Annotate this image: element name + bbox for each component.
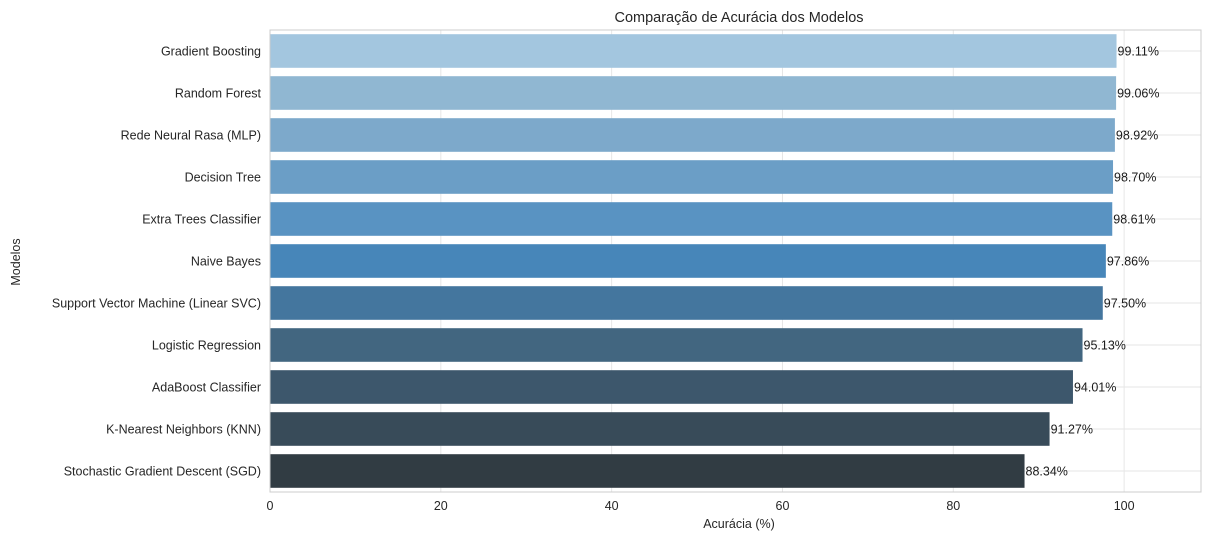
y-tick-label: Naive Bayes [191,255,261,269]
data-label: 95.13% [1084,339,1126,353]
data-label: 91.27% [1051,423,1093,437]
x-tick-label: 40 [605,499,619,513]
x-tick-label: 80 [946,499,960,513]
bar [270,118,1115,152]
y-tick-label: Random Forest [175,87,262,101]
y-tick-label: Support Vector Machine (Linear SVC) [52,297,261,311]
plot-border [269,29,1202,493]
bar [270,454,1025,488]
bar [270,328,1083,362]
data-label: 94.01% [1074,381,1116,395]
y-tick-label: Stochastic Gradient Descent (SGD) [64,465,261,479]
bar [270,202,1113,236]
data-labels: 99.11% 99.06% 98.92% 98.70% 98.61% 97.86% 97.5… [1026,45,1160,479]
x-tick-label: 60 [776,499,790,513]
bar [270,160,1114,194]
y-tick-label: Rede Neural Rasa (MLP) [121,129,261,143]
y-tick-label: Gradient Boosting [161,45,261,59]
bar [270,34,1117,68]
x-tick-label: 0 [267,499,274,513]
y-tick-label: AdaBoost Classifier [152,381,261,395]
x-tick-label: 20 [434,499,448,513]
x-tick-label: 100 [1114,499,1135,513]
data-label: 97.50% [1104,297,1146,311]
data-label: 97.86% [1107,255,1149,269]
bar [270,370,1073,404]
data-label: 88.34% [1026,465,1068,479]
plot-frame [269,29,1202,493]
bar [270,286,1103,320]
data-label: 98.70% [1114,171,1156,185]
data-label: 99.06% [1117,87,1159,101]
data-label: 98.61% [1113,213,1155,227]
bar [270,412,1050,446]
bar [270,76,1117,110]
y-tick-label: Extra Trees Classifier [142,213,261,227]
data-label: 99.11% [1118,45,1159,59]
chart-title: Comparação de Acurácia dos Modelos [614,10,863,26]
y-tick-label: Decision Tree [185,171,261,185]
data-label: 98.92% [1116,129,1158,143]
bar [270,244,1106,278]
tick-labels: 0 20 40 60 80 100 Gradient Boosting Random Fore… [52,45,1135,514]
y-tick-label: K-Nearest Neighbors (KNN) [106,423,261,437]
bars [270,34,1117,488]
y-tick-label: Logistic Regression [152,339,261,353]
y-axis-label: Modelos [9,238,23,285]
x-axis-label: Acurácia (%) [703,517,775,531]
